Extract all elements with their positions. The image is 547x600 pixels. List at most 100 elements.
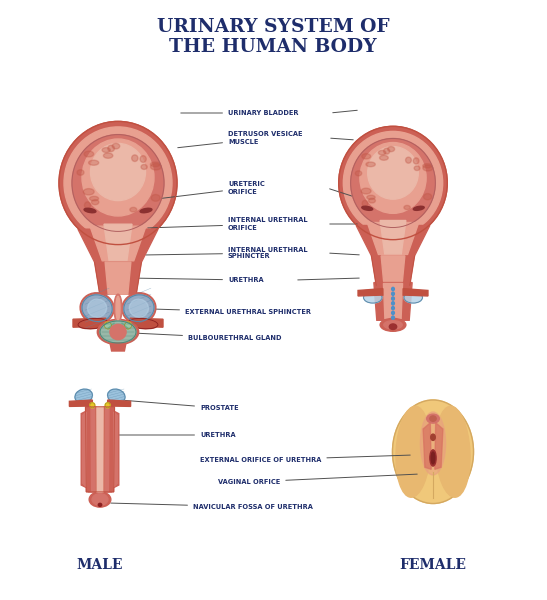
Ellipse shape [84,202,91,209]
Ellipse shape [84,151,94,157]
Ellipse shape [404,292,422,303]
Ellipse shape [414,166,420,170]
Polygon shape [367,223,419,256]
Ellipse shape [384,321,402,329]
Ellipse shape [103,153,113,158]
Ellipse shape [389,324,397,329]
Ellipse shape [92,494,108,505]
Ellipse shape [114,294,122,322]
Text: FEMALE: FEMALE [399,558,467,572]
Ellipse shape [150,164,161,170]
Ellipse shape [116,296,120,320]
Polygon shape [83,412,86,487]
Ellipse shape [89,160,99,165]
Text: INTERNAL URETHRAL
SPHINCTER: INTERNAL URETHRAL SPHINCTER [146,247,307,259]
Ellipse shape [151,194,160,201]
Ellipse shape [362,154,371,159]
Text: PROSTATE: PROSTATE [123,400,238,411]
Polygon shape [423,423,431,469]
Polygon shape [73,318,106,327]
Ellipse shape [72,134,164,232]
Ellipse shape [427,414,439,423]
Ellipse shape [435,406,470,497]
Ellipse shape [102,148,110,152]
Ellipse shape [80,293,114,323]
Polygon shape [130,318,163,327]
Polygon shape [383,283,403,319]
Ellipse shape [344,131,443,235]
Ellipse shape [122,293,156,323]
Ellipse shape [78,319,108,329]
Text: DETRUSOR VESICAE
MUSCLE: DETRUSOR VESICAE MUSCLE [178,131,302,148]
Polygon shape [88,407,104,492]
Polygon shape [403,289,428,296]
Ellipse shape [83,188,94,195]
Ellipse shape [88,299,107,317]
Text: BULBOURETHRAL GLAND: BULBOURETHRAL GLAND [115,332,282,341]
Ellipse shape [104,322,112,329]
Text: URINARY BLADDER: URINARY BLADDER [181,110,299,116]
Ellipse shape [140,208,152,213]
Ellipse shape [430,434,435,440]
Polygon shape [96,407,104,492]
Polygon shape [78,229,158,262]
Ellipse shape [97,319,139,344]
Ellipse shape [392,292,394,295]
Polygon shape [435,423,443,469]
Ellipse shape [388,146,394,152]
Polygon shape [374,283,412,320]
Ellipse shape [355,171,362,176]
Ellipse shape [380,155,388,160]
Text: VAGINAL ORFICE: VAGINAL ORFICE [218,474,417,485]
Text: URETHRA: URETHRA [131,277,264,283]
Ellipse shape [141,164,147,169]
Ellipse shape [75,389,92,403]
Ellipse shape [431,452,435,464]
Ellipse shape [430,416,436,421]
Text: MALE: MALE [77,558,123,572]
Ellipse shape [423,165,433,171]
Ellipse shape [366,162,375,167]
Ellipse shape [128,319,158,329]
Polygon shape [358,289,383,296]
Ellipse shape [110,324,126,340]
Ellipse shape [59,121,177,245]
Ellipse shape [125,322,131,329]
Ellipse shape [392,297,394,300]
Ellipse shape [393,400,474,503]
Polygon shape [97,407,102,492]
Ellipse shape [129,299,148,317]
Ellipse shape [150,162,160,167]
Ellipse shape [423,164,432,168]
Ellipse shape [392,316,394,319]
Polygon shape [104,224,132,260]
Ellipse shape [108,389,125,403]
Text: URETHRA: URETHRA [116,432,236,438]
Ellipse shape [112,143,120,149]
Text: EXTERNAL ORIFICE OF URETHRA: EXTERNAL ORIFICE OF URETHRA [200,455,410,463]
Polygon shape [114,411,119,488]
Polygon shape [381,256,405,286]
Ellipse shape [90,143,146,200]
Ellipse shape [82,139,154,216]
Polygon shape [380,221,406,254]
Ellipse shape [383,148,390,154]
Ellipse shape [362,200,368,206]
Ellipse shape [380,319,406,331]
Ellipse shape [108,145,114,152]
Ellipse shape [379,151,386,155]
Ellipse shape [369,198,375,203]
Text: EXTERNAL URETHRAL SPHINCTER: EXTERNAL URETHRAL SPHINCTER [123,308,311,315]
Ellipse shape [396,406,430,497]
Ellipse shape [414,206,424,211]
Ellipse shape [105,403,110,408]
Polygon shape [90,226,146,262]
Ellipse shape [90,196,98,201]
Polygon shape [85,407,114,492]
Ellipse shape [91,200,99,205]
Ellipse shape [361,188,371,194]
Polygon shape [96,407,112,492]
Ellipse shape [84,208,96,213]
Ellipse shape [414,158,419,164]
Polygon shape [69,400,92,406]
